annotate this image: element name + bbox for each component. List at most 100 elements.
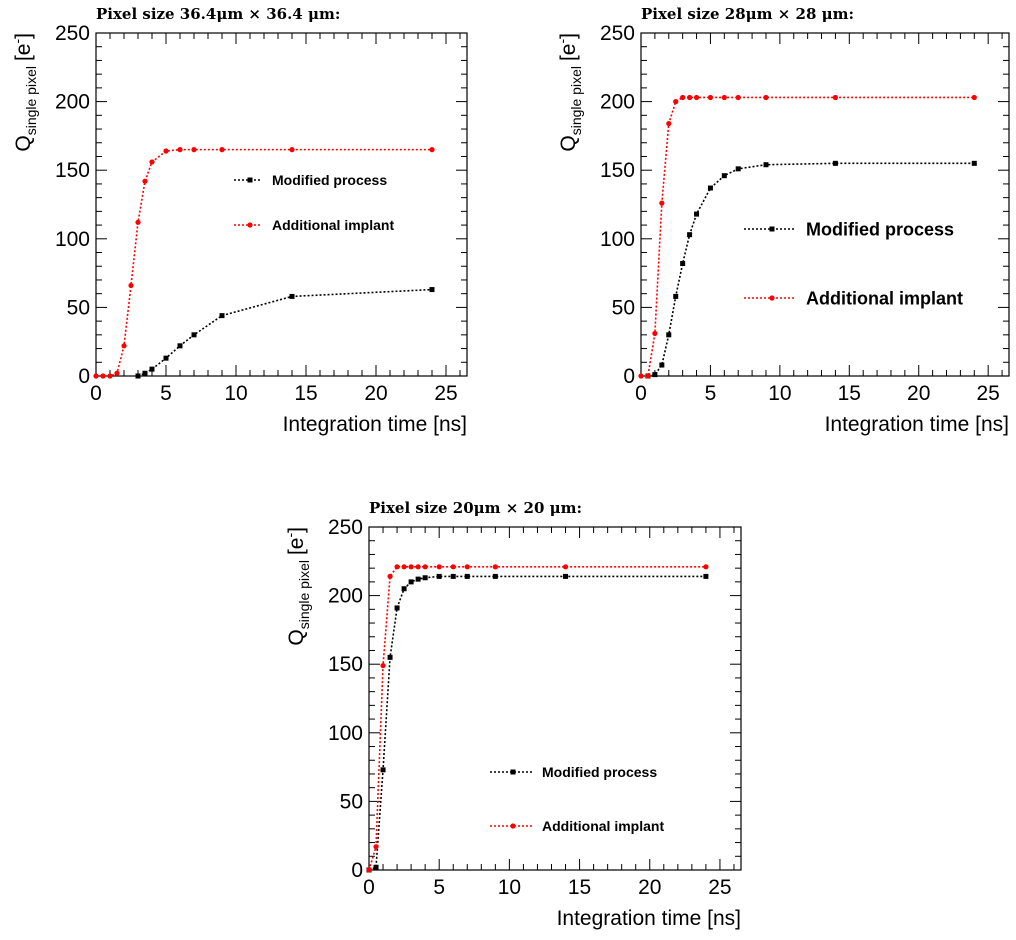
y-axis-label-subscript: single pixel — [568, 66, 584, 135]
data-point — [673, 293, 679, 299]
legend-label: Modified process — [806, 219, 954, 239]
data-point — [219, 313, 225, 319]
data-point — [373, 864, 379, 870]
data-point — [687, 94, 693, 101]
y-axis-label: Qsingle pixel [e-] — [554, 33, 584, 152]
y-tick-label: 0 — [623, 365, 635, 388]
y-axis-label-subscript: single pixel — [23, 66, 39, 135]
data-point — [832, 94, 839, 101]
data-point — [289, 293, 295, 299]
data-point — [703, 564, 709, 570]
data-point — [694, 211, 700, 217]
data-point — [436, 564, 442, 570]
series-modified-process — [366, 573, 709, 873]
data-point — [177, 343, 183, 349]
chart-title: Pixel size 36.4μm × 36.4 μm: — [96, 5, 340, 23]
plot-frame — [368, 526, 742, 871]
data-point — [971, 160, 977, 166]
legend-entry: Modified process — [234, 172, 387, 188]
plot-frame — [95, 32, 468, 377]
data-point — [652, 372, 658, 378]
y-tick-label: 150 — [328, 653, 363, 676]
x-tick-label: 5 — [160, 382, 172, 405]
x-axis-label: Integration time [ns] — [557, 907, 741, 930]
chart-title: Pixel size 20μm × 20 μm: — [369, 499, 582, 517]
plot-frame — [640, 32, 1010, 377]
x-tick-label: 10 — [224, 382, 247, 405]
data-point — [763, 94, 769, 101]
legend-marker — [510, 823, 516, 829]
series-line — [647, 162, 975, 377]
data-point — [135, 373, 141, 379]
y-tick-label: 100 — [600, 228, 635, 251]
data-point — [142, 370, 148, 376]
y-axis-label-unit-sup: - — [9, 39, 25, 44]
data-point — [450, 573, 456, 579]
data-point — [394, 605, 400, 611]
y-tick-label: 200 — [600, 91, 635, 114]
y-tick-label: 100 — [55, 228, 90, 251]
data-point — [373, 844, 379, 850]
x-tick-label: 15 — [568, 876, 591, 899]
data-point — [638, 373, 644, 379]
data-point — [429, 287, 435, 293]
x-tick-label: 10 — [768, 382, 791, 405]
data-point — [289, 147, 295, 153]
chart-panel-1: Pixel size 36.4μm × 36.4 μm:0 5 10 15 20 2505… — [9, 5, 468, 436]
x-tick-label: 15 — [294, 382, 317, 405]
chart-panel-3: Pixel size 20μm × 20 μm:0 5 10 15 20 25050100… — [282, 499, 742, 930]
data-point — [666, 332, 672, 338]
x-axis-label: Integration time [ns] — [283, 413, 467, 436]
data-point — [464, 573, 470, 579]
data-point — [673, 99, 679, 105]
data-point — [366, 867, 372, 873]
y-axis-label-symbol: Q — [557, 135, 580, 151]
series-additional-implant — [93, 147, 435, 379]
legend-label: Additional implant — [806, 288, 963, 308]
x-tick-label: 5 — [433, 876, 445, 899]
data-point — [107, 373, 113, 379]
x-tick-label: 5 — [705, 382, 717, 405]
x-tick-label: 20 — [638, 876, 661, 899]
y-tick-label: 250 — [600, 22, 635, 45]
y-tick-label: 200 — [328, 585, 363, 608]
data-point — [707, 185, 713, 191]
data-point — [652, 330, 658, 337]
data-point — [666, 120, 672, 127]
data-point — [191, 332, 197, 338]
data-point — [563, 573, 569, 579]
y-axis-label-unit-sup: - — [282, 533, 298, 538]
y-axis-label-unit: [e — [285, 538, 308, 556]
y-axis-label-subscript: single pixel — [296, 560, 312, 629]
data-point — [693, 94, 700, 101]
data-point — [645, 373, 651, 379]
y-tick-label: 50 — [340, 790, 363, 813]
data-point — [394, 564, 400, 570]
chart-title: Pixel size 28μm × 28 μm: — [641, 5, 854, 23]
legend-entry: Additional implant — [744, 288, 963, 308]
legend-marker — [769, 226, 775, 232]
legend-label: Modified process — [542, 764, 657, 780]
y-axis-label: Qsingle pixel [e-] — [282, 527, 312, 646]
data-point — [219, 147, 225, 153]
data-point — [149, 159, 155, 165]
data-point — [464, 564, 470, 570]
x-tick-label: 0 — [90, 382, 102, 405]
y-axis-label-unit-close: ] — [12, 33, 35, 39]
data-point — [93, 373, 99, 379]
data-point — [735, 166, 741, 172]
y-axis-label-unit: [e — [12, 44, 35, 62]
legend-entry: Additional implant — [490, 818, 664, 834]
legend-entry: Modified process — [744, 219, 954, 239]
data-point — [492, 564, 498, 570]
x-tick-label: 0 — [635, 382, 647, 405]
y-axis-label-symbol: Q — [285, 629, 308, 645]
x-tick-label: 25 — [434, 382, 457, 405]
data-point — [163, 148, 169, 154]
data-point — [142, 178, 148, 184]
data-point — [680, 94, 686, 101]
data-point — [380, 767, 386, 773]
x-axis-label: Integration time [ns] — [825, 413, 1009, 436]
series-additional-implant — [366, 564, 709, 873]
series-line — [137, 288, 433, 377]
